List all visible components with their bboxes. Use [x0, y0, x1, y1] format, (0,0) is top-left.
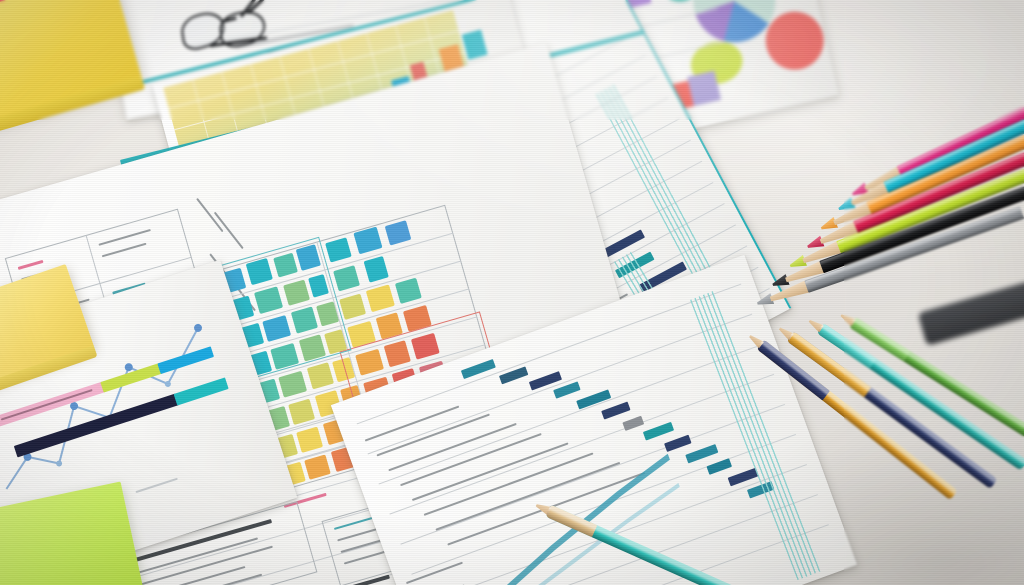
trend-line-chart — [423, 453, 682, 585]
pen-teal — [817, 323, 1024, 471]
secondary-report-sheet — [330, 254, 858, 585]
pen-navy — [786, 331, 998, 489]
pen-teal-light — [545, 505, 761, 585]
